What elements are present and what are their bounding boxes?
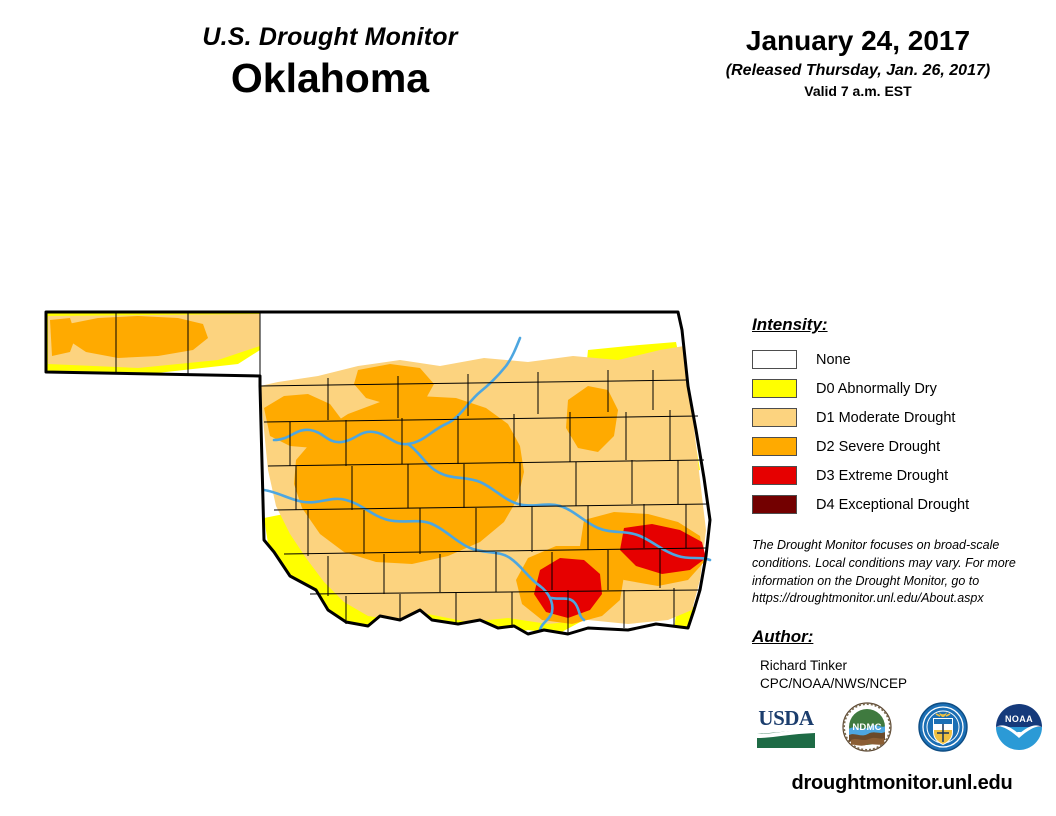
legend-label-d4: D4 Exceptional Drought xyxy=(816,496,970,513)
legend-item-d4[interactable]: D4 Exceptional Drought xyxy=(752,490,1052,519)
release-date: (Released Thursday, Jan. 26, 2017) xyxy=(725,61,991,79)
legend-swatch-none xyxy=(752,350,797,369)
map-rivers xyxy=(262,336,712,632)
legend-heading: Intensity: xyxy=(752,315,828,334)
legend-swatch-d4 xyxy=(752,495,797,514)
legend-label-d2: D2 Severe Drought xyxy=(816,438,941,455)
map-date: January 24, 2017 xyxy=(745,25,971,56)
legend-item-d2[interactable]: D2 Severe Drought xyxy=(752,432,1052,461)
legend-swatch-d3 xyxy=(752,466,797,485)
unl-seal-logo[interactable] xyxy=(917,702,968,757)
map-drought-layers xyxy=(46,312,710,634)
legend-item-d3[interactable]: D3 Extreme Drought xyxy=(752,461,1052,490)
svg-text:USDA: USDA xyxy=(758,706,815,730)
ndmc-logo[interactable]: NDMC xyxy=(842,702,892,757)
legend-swatch-d0 xyxy=(752,379,797,398)
legend-label-d1: D1 Moderate Drought xyxy=(816,409,956,426)
author-name: Richard Tinker xyxy=(760,658,848,673)
legend-list: None D0 Abnormally Dry D1 Moderate Droug… xyxy=(752,345,1052,519)
usda-logo[interactable]: USDA xyxy=(755,704,817,755)
legend-item-d1[interactable]: D1 Moderate Drought xyxy=(752,403,1052,432)
agency-logo-row: USDA NDMC xyxy=(755,702,1045,757)
legend-panel: Intensity: None D0 Abnormally Dry D1 Mod… xyxy=(752,315,1052,693)
legend-label-none: None xyxy=(816,351,851,368)
valid-time: Valid 7 a.m. EST xyxy=(804,83,912,100)
disclaimer-text: The Drought Monitor focuses on broad-sca… xyxy=(752,538,1016,606)
page-title: U.S. Drought Monitor xyxy=(202,23,458,51)
state-title: Oklahoma xyxy=(230,55,430,102)
noaa-logo[interactable]: NOAA xyxy=(993,702,1045,757)
drought-map[interactable] xyxy=(28,290,738,670)
author-organization: CPC/NOAA/NWS/NCEP xyxy=(760,676,908,692)
map-county-lines xyxy=(115,312,709,634)
header-right-date: January 24, 2017 (Released Thursday, Jan… xyxy=(660,25,1056,100)
legend-label-d3: D3 Extreme Drought xyxy=(816,467,949,484)
legend-swatch-d1 xyxy=(752,408,797,427)
author-heading: Author: xyxy=(752,627,814,646)
svg-text:NOAA: NOAA xyxy=(1005,714,1033,724)
legend-label-d0: D0 Abnormally Dry xyxy=(816,380,937,397)
website-url[interactable]: droughtmonitor.unl.edu xyxy=(791,772,1013,794)
legend-item-d0[interactable]: D0 Abnormally Dry xyxy=(752,374,1052,403)
legend-item-none[interactable]: None xyxy=(752,345,1052,374)
author-block: Author: Richard Tinker CPC/NOAA/NWS/NCEP xyxy=(752,627,1052,693)
legend-swatch-d2 xyxy=(752,437,797,456)
header-left-titles: U.S. Drought Monitor Oklahoma xyxy=(0,24,660,103)
state-outline xyxy=(44,310,712,636)
svg-text:NDMC: NDMC xyxy=(853,722,882,733)
